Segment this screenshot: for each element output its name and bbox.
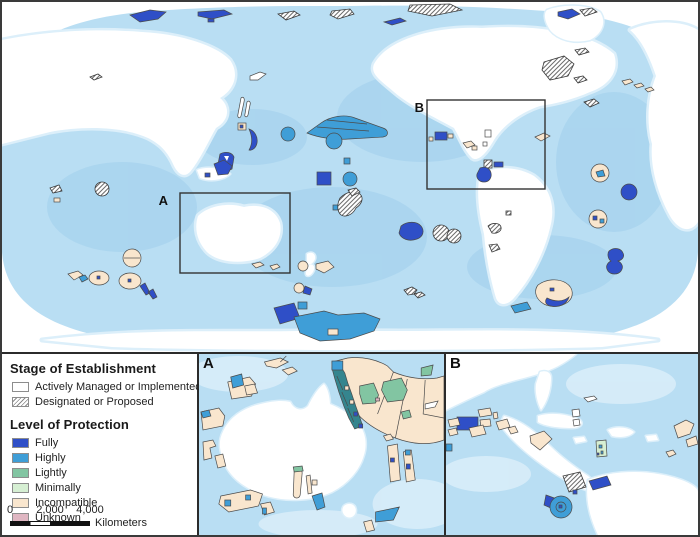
legend-title-establishment: Stage of Establishment xyxy=(10,361,156,376)
puerto-rico-land xyxy=(644,433,660,443)
inset-a-label: A xyxy=(203,355,214,372)
legend-item-minimally: Minimally xyxy=(12,480,190,495)
legend-label: Incompatible xyxy=(35,496,98,509)
legend-label: Designated or Proposed xyxy=(35,395,154,408)
swatch-designated-hatched xyxy=(12,396,29,407)
scale-bar-graphic xyxy=(10,520,90,526)
legend-label: Minimally xyxy=(35,481,81,494)
scale-tick: 2,000 xyxy=(36,504,64,516)
inset-a-svg xyxy=(199,354,444,535)
legend-panel: Stage of Establishment Actively Managed … xyxy=(2,354,201,535)
legend-item-designated: Designated or Proposed xyxy=(12,394,190,409)
world-map-svg: A B xyxy=(2,3,698,352)
legend-label: Lightly xyxy=(35,466,67,479)
hispaniola-land xyxy=(606,426,636,439)
inset-a-mpas xyxy=(200,355,444,533)
extent-box-b xyxy=(426,99,546,190)
swatch-incompatible xyxy=(12,497,29,508)
swatch-highly xyxy=(12,452,29,463)
legend-item-fully: Fully xyxy=(12,435,190,450)
extent-label-b: B xyxy=(415,100,424,115)
florida-land xyxy=(534,369,553,412)
legend-item-incompatible: Incompatible xyxy=(12,495,190,510)
extent-box-a xyxy=(179,192,291,274)
main-map: A B xyxy=(2,2,698,352)
south-america xyxy=(475,165,555,307)
jamaica-land xyxy=(572,435,588,445)
antarctica xyxy=(39,327,661,352)
south-america-land xyxy=(585,470,698,535)
swatch-lightly xyxy=(12,467,29,478)
extent-label-a: A xyxy=(159,193,169,208)
swatch-minimally xyxy=(12,482,29,493)
inset-b-mpas xyxy=(446,395,698,519)
swatch-actively-managed xyxy=(12,381,29,392)
legend-item-lightly: Lightly xyxy=(12,465,190,480)
swatch-fully xyxy=(12,437,29,448)
inset-b-svg xyxy=(446,354,698,535)
europe-africa xyxy=(627,20,698,232)
legend-label: Fully xyxy=(35,436,59,449)
legend-item-actively-managed: Actively Managed or Implemented xyxy=(12,379,201,394)
bottom-row: Stage of Establishment Actively Managed … xyxy=(2,352,698,535)
new-zealand xyxy=(304,251,317,278)
eurasia xyxy=(2,27,238,178)
legend-item-highly: Highly xyxy=(12,450,190,465)
legend-label: Highly xyxy=(35,451,66,464)
inset-b-panel: B xyxy=(446,354,698,535)
north-america-land xyxy=(446,354,578,412)
scale-tick: 0 xyxy=(6,504,14,516)
scale-ticks: 0 2,000 4,000 xyxy=(6,504,104,517)
inset-a-panel: A xyxy=(199,354,446,535)
tasmania-land xyxy=(340,502,358,519)
scale-unit: Kilometers xyxy=(95,517,147,529)
inset-b-label: B xyxy=(450,355,461,372)
extent-boxes: A B xyxy=(159,99,546,274)
cuba-land xyxy=(536,412,584,430)
legend-label: Actively Managed or Implemented xyxy=(35,380,202,393)
scale-bar: 0 2,000 4,000 Kilometers xyxy=(6,504,192,529)
legend-title-protection: Level of Protection xyxy=(10,417,129,432)
scale-tick: 4,000 xyxy=(76,504,104,516)
mpa-shapes-layer xyxy=(49,3,655,342)
australia xyxy=(193,202,284,265)
